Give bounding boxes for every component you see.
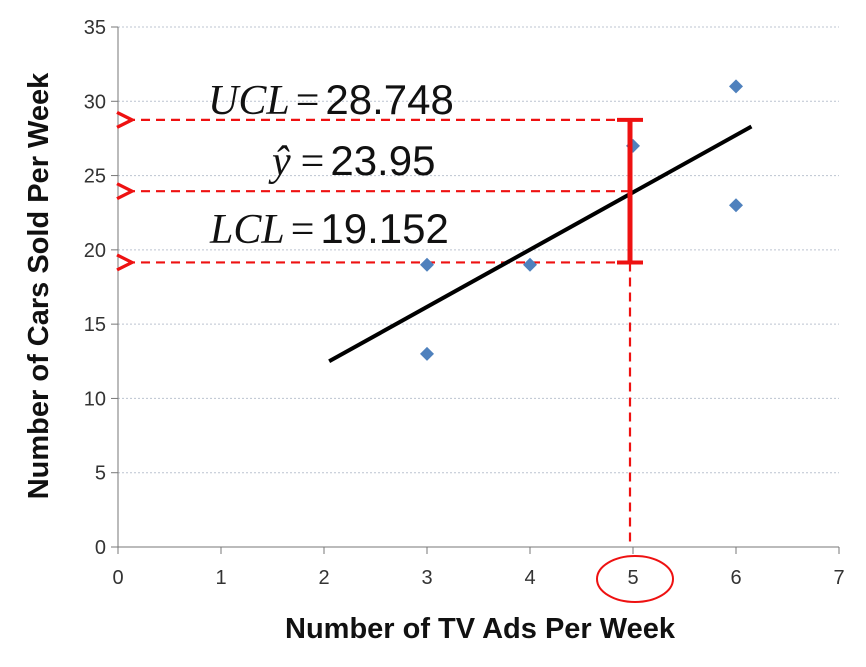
- y-tick-label: 0: [95, 537, 106, 559]
- y-tick-label: 30: [84, 91, 106, 113]
- data-points: [420, 79, 743, 361]
- y-tick-label: 10: [84, 388, 106, 410]
- x-axis-title: Number of TV Ads Per Week: [285, 613, 676, 645]
- data-point: [729, 79, 743, 94]
- interval-guides: [132, 120, 632, 547]
- y-tick-label: 35: [84, 17, 106, 39]
- data-point: [729, 198, 743, 213]
- ucl-label: UCL: [208, 78, 290, 124]
- x-tick-label: 6: [730, 567, 741, 589]
- lcl-equals: =: [291, 207, 315, 253]
- y-tick-label: 15: [84, 314, 106, 336]
- y-tick-label: 20: [84, 240, 106, 262]
- x-tick-label: 3: [421, 567, 432, 589]
- x-tick-highlight-circle: [596, 555, 674, 603]
- ucl-equals: =: [296, 78, 320, 124]
- ucl-annotation: UCL = 28.748: [208, 76, 454, 124]
- regression-line-group: [328, 124, 753, 364]
- y-tick-label: 25: [84, 166, 106, 188]
- ucl-value: 28.748: [325, 76, 453, 123]
- y-axis-title: Number of Cars Sold Per Week: [23, 72, 55, 499]
- x-tick-label: 2: [318, 567, 329, 589]
- x-tick-label: 7: [833, 567, 844, 589]
- axes: [111, 26, 840, 554]
- data-point: [420, 346, 434, 361]
- lcl-label: LCL: [209, 207, 285, 253]
- regression-line: [328, 124, 753, 364]
- x-tick-label: 4: [524, 567, 535, 589]
- tick-labels: 0 5 10 15 20 25 30 35 0 1 2 3 4 5 6 7: [84, 17, 845, 589]
- y-tick-label: 5: [95, 463, 106, 485]
- yhat-annotation: ŷ = 23.95: [268, 137, 435, 185]
- yhat-value: 23.95: [330, 137, 435, 184]
- prediction-interval: [617, 117, 643, 265]
- annotations: UCL = 28.748 ŷ = 23.95 LCL = 19.152: [208, 76, 454, 253]
- x-tick-label: 5: [627, 567, 638, 589]
- yhat-equals: =: [301, 139, 325, 185]
- yhat-label: ŷ: [268, 139, 291, 185]
- x-tick-label: 0: [112, 567, 123, 589]
- gridlines: [118, 26, 839, 474]
- data-point: [420, 257, 434, 272]
- data-point: [523, 257, 537, 272]
- lcl-annotation: LCL = 19.152: [209, 205, 449, 253]
- x-tick-label: 1: [215, 567, 226, 589]
- lcl-value: 19.152: [320, 205, 448, 252]
